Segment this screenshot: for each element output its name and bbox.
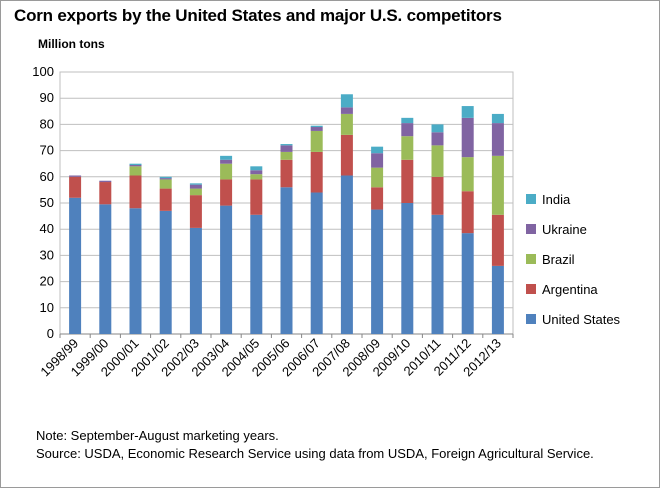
bar-segment-argentina <box>159 188 172 211</box>
bar-segment-united-states <box>220 205 233 334</box>
y-tick-label: 0 <box>47 326 54 341</box>
bar-segment-india <box>129 163 142 166</box>
bar-segment-united-states <box>250 214 263 334</box>
bar-segment-argentina <box>371 187 384 210</box>
bar-segment-united-states <box>491 265 504 334</box>
y-axis-label: Million tons <box>38 37 105 51</box>
legend-label: Brazil <box>542 252 575 267</box>
bar-segment-india <box>431 124 444 133</box>
bar-segment-india <box>340 94 353 108</box>
legend-label: United States <box>542 312 621 327</box>
bar-segment-ukraine <box>250 170 263 175</box>
bar-segment-ukraine <box>280 145 293 152</box>
bar-segment-united-states <box>401 203 414 334</box>
bar-segment-india <box>401 117 414 124</box>
bar-segment-brazil <box>371 167 384 188</box>
legend-label: Ukraine <box>542 222 587 237</box>
bar-segment-ukraine <box>371 153 384 168</box>
bar-segment-brazil <box>189 188 202 196</box>
bar-segment-argentina <box>461 191 474 234</box>
chart-title: Corn exports by the United States and ma… <box>14 6 502 25</box>
bar-segment-ukraine <box>310 127 323 131</box>
bar-segment-brazil <box>461 157 474 192</box>
bar-segment-united-states <box>189 227 202 334</box>
bar-segment-brazil <box>280 151 293 160</box>
bar-segment-ukraine <box>340 107 353 114</box>
bar-segment-ukraine <box>69 175 82 177</box>
bar-segment-india <box>250 166 263 171</box>
bar-segment-argentina <box>401 159 414 203</box>
bar-segment-india <box>310 125 323 128</box>
bar-segment-united-states <box>159 210 172 334</box>
bar-segment-brazil <box>220 163 233 180</box>
bar-segment-india <box>491 113 504 124</box>
bar-segment-ukraine <box>461 117 474 158</box>
footnote: Note: September-August marketing years. … <box>36 427 636 463</box>
bar-segment-argentina <box>280 159 293 188</box>
bar-segment-brazil <box>129 166 142 176</box>
legend-swatch <box>526 284 536 294</box>
bar-segment-argentina <box>189 195 202 228</box>
legend-swatch <box>526 254 536 264</box>
bar-segment-argentina <box>340 134 353 176</box>
y-tick-label: 90 <box>40 90 54 105</box>
y-tick-label: 80 <box>40 116 54 131</box>
bar-segment-ukraine <box>159 178 172 180</box>
y-tick-label: 100 <box>32 64 54 79</box>
bar-segment-united-states <box>461 233 474 334</box>
y-tick-label: 30 <box>40 247 54 262</box>
bar-segment-argentina <box>129 175 142 209</box>
bar-segment-india <box>461 106 474 118</box>
y-tick-label: 20 <box>40 274 54 289</box>
legend-swatch <box>526 224 536 234</box>
bar-segment-brazil <box>159 179 172 189</box>
bar-segment-india <box>280 144 293 146</box>
legend-swatch <box>526 194 536 204</box>
bar-segment-ukraine <box>401 123 414 137</box>
y-tick-label: 40 <box>40 221 54 236</box>
bar-segment-brazil <box>310 130 323 152</box>
bar-segment-argentina <box>250 179 263 215</box>
y-tick-label: 60 <box>40 169 54 184</box>
legend-label: India <box>542 192 571 207</box>
legend-label: Argentina <box>542 282 598 297</box>
bar-segment-argentina <box>491 214 504 266</box>
bar-segment-united-states <box>280 187 293 334</box>
bar-segment-united-states <box>129 208 142 334</box>
bar-segment-brazil <box>401 136 414 160</box>
y-tick-label: 70 <box>40 143 54 158</box>
bar-segment-united-states <box>340 175 353 334</box>
bar-segment-argentina <box>99 182 112 205</box>
bar-segment-argentina <box>310 151 323 193</box>
legend-swatch <box>526 314 536 324</box>
bar-segment-brazil <box>250 174 263 180</box>
bar-segment-united-states <box>69 197 82 334</box>
bar-segment-ukraine <box>220 159 233 164</box>
y-tick-label: 50 <box>40 195 54 210</box>
bar-segment-united-states <box>371 209 384 334</box>
bar-segment-united-states <box>99 204 112 334</box>
bar-segment-india <box>220 155 233 160</box>
bar-segment-argentina <box>431 176 444 215</box>
source-text: Source: USDA, Economic Research Service … <box>36 446 594 461</box>
bar-segment-ukraine <box>189 184 202 189</box>
y-tick-label: 10 <box>40 300 54 315</box>
bar-segment-ukraine <box>431 132 444 146</box>
bar-segment-india <box>159 176 172 179</box>
bar-segment-brazil <box>491 155 504 215</box>
bar-segment-united-states <box>310 192 323 334</box>
bar-segment-brazil <box>431 145 444 177</box>
bar-segment-brazil <box>340 113 353 135</box>
bar-segment-argentina <box>69 176 82 198</box>
bar-segment-india <box>189 183 202 185</box>
bar-segment-united-states <box>431 214 444 334</box>
bar-segment-ukraine <box>491 123 504 156</box>
bar-segment-argentina <box>220 179 233 206</box>
note-text: Note: September-August marketing years. <box>36 428 279 443</box>
bar-segment-ukraine <box>99 180 112 183</box>
bar-segment-india <box>371 146 384 154</box>
bar-segment-ukraine <box>129 165 142 167</box>
